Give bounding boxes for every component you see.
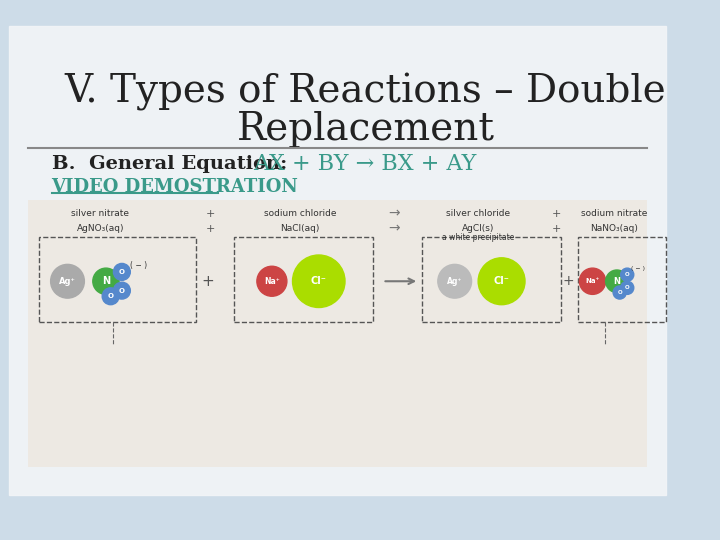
Text: Replacement: Replacement — [237, 111, 495, 148]
Circle shape — [114, 264, 130, 280]
Text: VIDEO DEMOSTRATION: VIDEO DEMOSTRATION — [52, 179, 298, 197]
Text: Cl⁻: Cl⁻ — [494, 276, 510, 286]
Text: NaCl(aq): NaCl(aq) — [280, 224, 320, 233]
Text: →: → — [388, 222, 400, 236]
Text: O: O — [119, 288, 125, 294]
Circle shape — [102, 288, 119, 305]
Text: O: O — [617, 290, 622, 295]
Text: B.  General Equation:: B. General Equation: — [52, 155, 287, 173]
Text: +: + — [206, 224, 215, 234]
Circle shape — [114, 282, 130, 299]
Text: ( − ): ( − ) — [631, 266, 644, 271]
Text: Cl⁻: Cl⁻ — [311, 276, 327, 286]
Text: N: N — [102, 276, 110, 286]
Text: silver nitrate: silver nitrate — [71, 209, 130, 218]
Text: +: + — [206, 209, 215, 219]
Circle shape — [93, 268, 119, 294]
Bar — [235, 237, 373, 321]
Circle shape — [438, 265, 472, 298]
Circle shape — [621, 268, 634, 281]
Text: sodium nitrate: sodium nitrate — [581, 209, 647, 218]
Circle shape — [606, 270, 628, 293]
Circle shape — [478, 258, 525, 305]
Text: AX + BY → BX + AY: AX + BY → BX + AY — [253, 153, 477, 175]
Text: ( − ): ( − ) — [130, 261, 148, 270]
Text: +: + — [202, 274, 215, 289]
Text: Na⁺: Na⁺ — [264, 277, 280, 286]
Text: +: + — [562, 274, 574, 288]
Bar — [28, 200, 647, 467]
Text: AgCl(s): AgCl(s) — [462, 224, 495, 233]
Text: Ag⁺: Ag⁺ — [447, 277, 462, 286]
Text: O: O — [107, 293, 114, 299]
Text: V. Types of Reactions – Double: V. Types of Reactions – Double — [65, 73, 667, 111]
Text: Na⁺: Na⁺ — [585, 278, 600, 284]
Text: AgNO₃(aq): AgNO₃(aq) — [76, 224, 124, 233]
Text: Ag⁺: Ag⁺ — [59, 277, 76, 286]
Text: +: + — [552, 209, 562, 219]
Text: a white precipitate: a white precipitate — [442, 233, 514, 242]
Text: O: O — [119, 269, 125, 275]
Circle shape — [621, 281, 634, 294]
Bar — [40, 237, 196, 321]
Text: +: + — [552, 224, 562, 234]
Text: N: N — [613, 277, 621, 286]
Text: NaNO₃(aq): NaNO₃(aq) — [590, 224, 638, 233]
Circle shape — [292, 255, 345, 307]
Circle shape — [613, 286, 626, 299]
Circle shape — [580, 268, 606, 294]
Circle shape — [257, 266, 287, 296]
Text: O: O — [625, 285, 629, 291]
Circle shape — [50, 265, 84, 298]
Bar — [578, 237, 666, 321]
Bar — [422, 237, 561, 321]
Text: silver chloride: silver chloride — [446, 209, 510, 218]
Text: sodium chloride: sodium chloride — [264, 209, 336, 218]
Text: →: → — [388, 207, 400, 221]
Text: O: O — [625, 272, 629, 277]
